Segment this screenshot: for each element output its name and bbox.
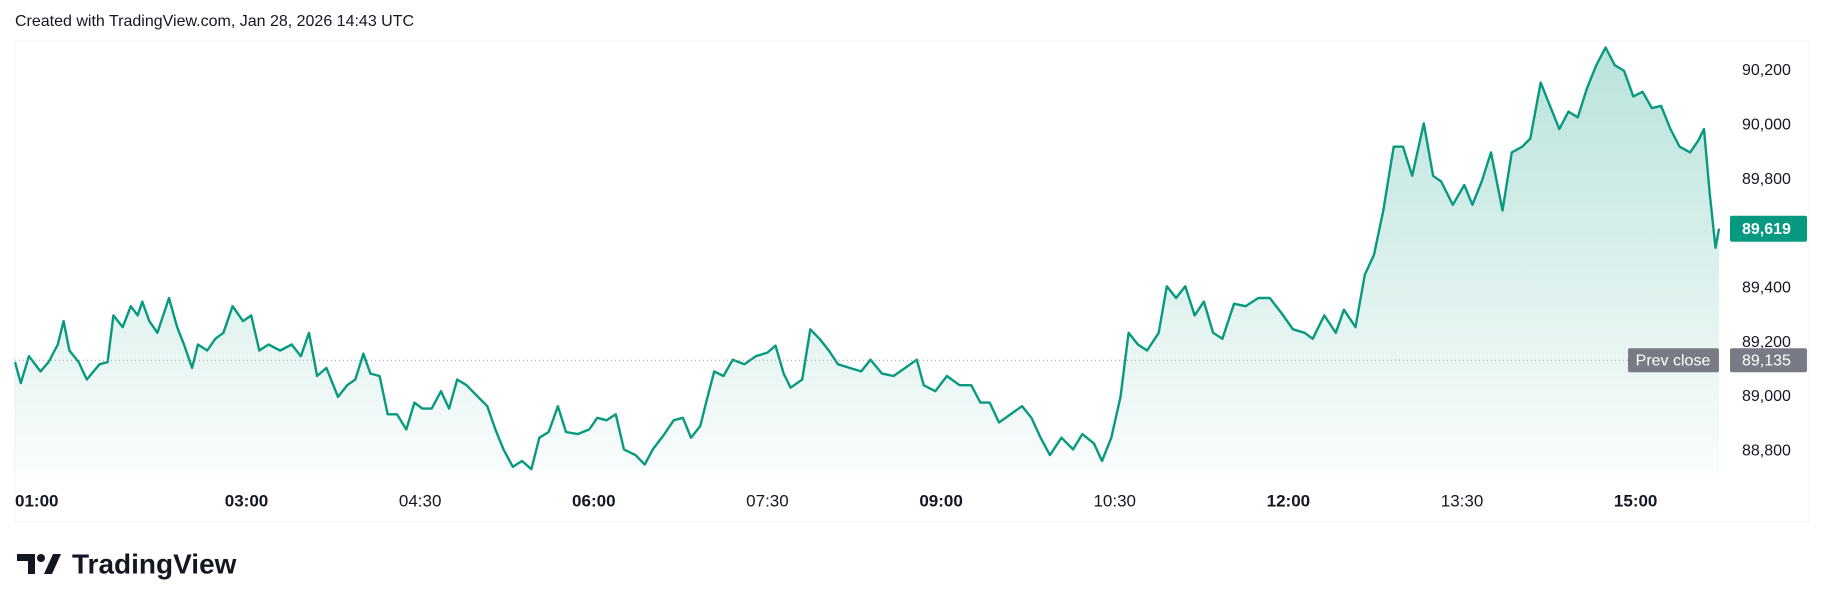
y-tick-label: 89,000 xyxy=(1742,388,1791,405)
x-tick-label: 13:30 xyxy=(1441,491,1484,510)
prev-close-name: Prev close xyxy=(1636,352,1711,369)
y-tick-label: 90,000 xyxy=(1742,116,1791,133)
x-tick-label: 03:00 xyxy=(225,491,268,510)
x-tick-label: 12:00 xyxy=(1267,491,1310,510)
brand-logo: TradingView xyxy=(17,548,237,579)
x-tick-label: 15:00 xyxy=(1614,491,1657,510)
y-tick-label: 89,800 xyxy=(1742,171,1791,188)
logo-mark xyxy=(17,554,35,574)
last-price-box xyxy=(1730,215,1807,242)
chart-frame xyxy=(14,40,1810,523)
y-tick-label: 88,800 xyxy=(1742,442,1791,459)
y-tick-label: 89,400 xyxy=(1742,279,1791,296)
area xyxy=(15,47,1719,473)
y-tick-label: 90,200 xyxy=(1742,62,1791,79)
x-tick-label: 07:30 xyxy=(746,491,789,510)
chart-title: Created with TradingView.com, Jan 28, 20… xyxy=(15,13,414,30)
x-tick-label: 01:00 xyxy=(15,491,58,510)
logo-mark xyxy=(44,554,61,574)
brand-name: TradingView xyxy=(72,548,237,579)
y-tick-label: 89,200 xyxy=(1742,334,1791,351)
prev-close-name-box xyxy=(1628,348,1719,373)
x-tick-label: 09:00 xyxy=(919,491,962,510)
prev-close-box xyxy=(1730,348,1807,373)
last-price-label: 89,619 xyxy=(1742,221,1791,238)
prev-close-label: 89,135 xyxy=(1742,352,1791,369)
x-tick-label: 06:00 xyxy=(572,491,615,510)
price-line xyxy=(13,46,1721,471)
x-tick-label: 04:30 xyxy=(399,491,442,510)
x-tick-label: 10:30 xyxy=(1093,491,1136,510)
logo-mark xyxy=(37,554,45,562)
